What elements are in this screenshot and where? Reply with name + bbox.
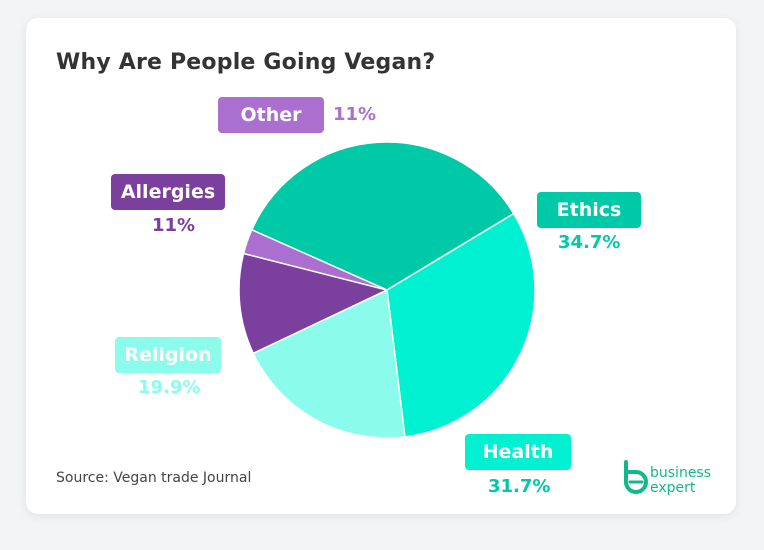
label-allergies-text: Allergies xyxy=(120,181,216,203)
pie-slices xyxy=(238,141,536,439)
pie-slice-other xyxy=(242,228,388,291)
label-other-text: Other xyxy=(240,104,302,126)
value-ethics: 34.7% xyxy=(558,232,621,253)
pie-slice-health xyxy=(386,212,536,438)
label-health: Health xyxy=(465,434,571,470)
logo-text-expert: expert xyxy=(650,480,696,496)
label-ethics: Ethics xyxy=(537,192,641,228)
value-allergies: 11% xyxy=(152,215,196,236)
pie-slice-religion xyxy=(252,288,406,439)
value-religion: 19.9% xyxy=(138,377,201,398)
logo-text-business: business xyxy=(650,465,712,481)
label-allergies: Allergies xyxy=(111,174,225,210)
label-health-text: Health xyxy=(482,441,554,463)
source-note: Source: Vegan trade Journal xyxy=(56,470,252,486)
business-expert-logo-icon xyxy=(624,460,648,494)
label-ethics-text: Ethics xyxy=(556,199,622,221)
chart-title: Why Are People Going Vegan? xyxy=(56,50,436,75)
label-religion-text: Religion xyxy=(124,344,212,366)
value-health: 31.7% xyxy=(488,476,551,497)
label-religion: Religion xyxy=(115,337,221,373)
label-other: Other xyxy=(218,97,324,133)
pie-slice-allergies xyxy=(238,252,390,355)
value-other: 11% xyxy=(333,104,377,125)
